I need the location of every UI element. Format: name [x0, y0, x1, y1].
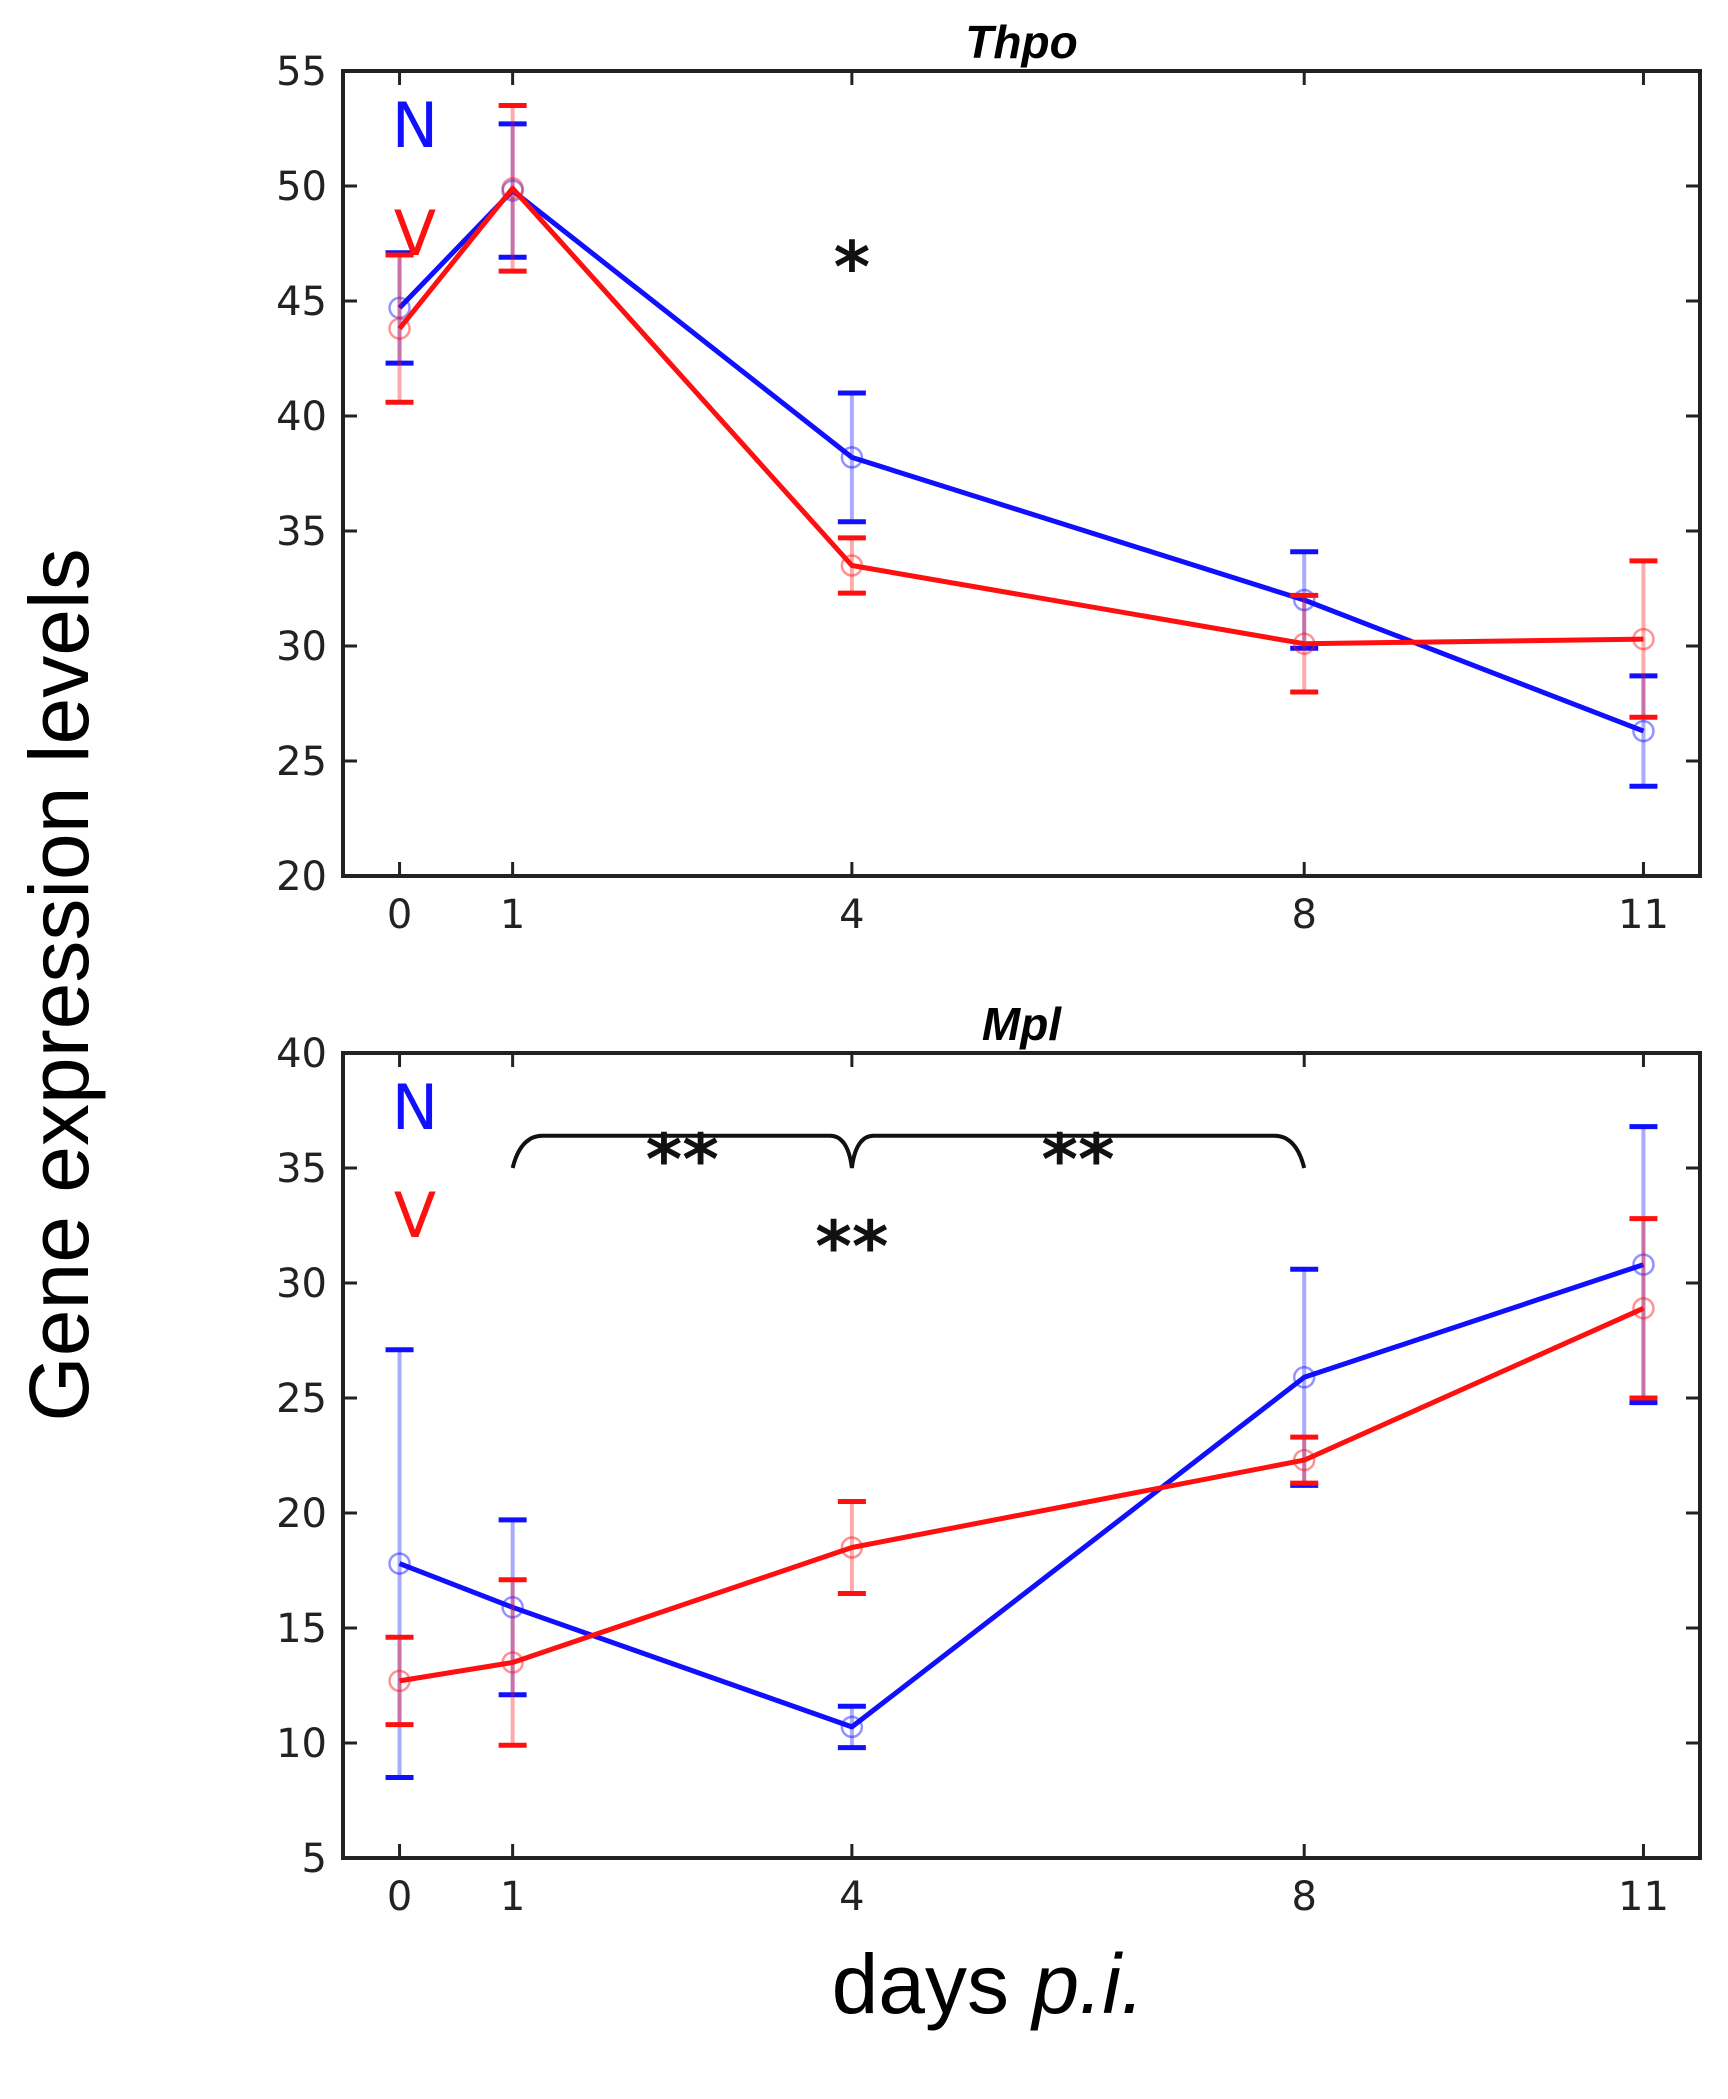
y-axis-label: Gene expression levels [12, 548, 106, 1421]
panel0-ytick-label: 45 [276, 279, 327, 325]
panel0-series-N-point [501, 179, 524, 202]
panel1-series-V-point [1632, 1297, 1655, 1320]
panel1-xtick-label: 8 [1291, 1874, 1316, 1920]
panel1-legend-V: V [394, 1179, 436, 1252]
panel1-ytick-label: 35 [276, 1146, 327, 1192]
panel0-series-N-point [388, 296, 411, 320]
panel0-series-V-point [1292, 632, 1316, 655]
panel0-series-N-point [1292, 588, 1316, 612]
panel1-series-V-point [1292, 1448, 1316, 1472]
panel1-legend-N: N [392, 1071, 438, 1144]
panel0-title: Thpo [965, 16, 1077, 68]
panel0-xtick-label: 4 [839, 892, 864, 938]
panel0-legend-V: V [394, 197, 436, 270]
panel1-series-N-point [1632, 1253, 1655, 1276]
panel1-xtick-label: 11 [1618, 1874, 1669, 1920]
panel1-ytick-label: 5 [302, 1836, 327, 1882]
panel0-ytick-label: 50 [276, 164, 327, 210]
panel0-series-V-point [840, 554, 864, 577]
panel1-ytick-label: 30 [276, 1261, 327, 1307]
panel1-series-V-point [501, 1651, 524, 1674]
panel0-ytick-label: 30 [276, 624, 327, 670]
panel0-axes-frame [341, 69, 1702, 878]
panel1-ytick-label: 10 [276, 1721, 327, 1767]
panel0-series-V-point [1632, 627, 1655, 651]
panel0-ytick-label: 40 [276, 394, 327, 440]
panel1-ytick-label: 20 [276, 1491, 327, 1537]
panel0-series-V-point [388, 317, 411, 340]
panel1-xtick-label: 1 [500, 1874, 525, 1920]
panel1-xtick-label: 0 [387, 1874, 412, 1920]
panel1-ytick-label: 40 [276, 1031, 327, 1077]
panel0-series-V-line [397, 185, 1644, 647]
panel1-significance-marker: ** [815, 1206, 888, 1288]
x-axis-label-prefix: days [832, 1937, 1033, 2031]
panel0-ytick-label: 20 [276, 854, 327, 900]
panel1-series-N-point [840, 1715, 864, 1739]
panel0-series-N-point [840, 446, 864, 469]
panel1-ytick-label: 25 [276, 1376, 327, 1422]
panel0-xtick-label: 1 [500, 892, 525, 938]
panel0-ytick-label: 25 [276, 739, 327, 785]
panel1-significance-bracket [510, 1133, 1307, 1169]
panel1-series-N-point [1292, 1366, 1316, 1389]
x-axis-label: days p.i. [832, 1937, 1145, 2031]
panel1-xtick-label: 4 [839, 1874, 864, 1920]
panel0-xtick-label: 0 [387, 892, 412, 938]
thpo-panel: Thpo 20 25 30 35 40 45 50 55 0 1 4 8 11 NV * [276, 16, 1702, 938]
panel0-series-N-point [1632, 719, 1655, 743]
panel0-legend-N: N [392, 89, 438, 162]
panel0-xtick-label: 11 [1618, 892, 1669, 938]
panel1-axes-frame [341, 1051, 1702, 1860]
panel1-series-V-point [388, 1669, 411, 1693]
panel1-series-N-point [388, 1552, 411, 1575]
panel1-series-V-line [399, 1306, 1645, 1684]
panel0-xtick-label: 8 [1291, 892, 1316, 938]
panel1-series-N-point [501, 1596, 524, 1619]
panel0-significance-marker: * [834, 227, 871, 309]
panel1-significance-marker: ** [646, 1119, 719, 1201]
panel1-significance-marker: ** [1041, 1119, 1114, 1201]
panel1-series-V-point [840, 1536, 864, 1559]
x-axis-label-italic: p.i. [1029, 1937, 1144, 2031]
panel1-series-N-line [398, 1262, 1645, 1730]
mpl-panel: Mpl 5 10 15 20 25 30 35 40 0 1 4 8 11 NV ** ** ** [276, 998, 1702, 1920]
panel1-title: Mpl [982, 998, 1062, 1050]
panel0-ytick-label: 55 [276, 49, 327, 95]
panel0-ytick-label: 35 [276, 509, 327, 555]
panel0-series-V-point [501, 177, 524, 200]
panel1-ytick-label: 15 [276, 1606, 327, 1652]
